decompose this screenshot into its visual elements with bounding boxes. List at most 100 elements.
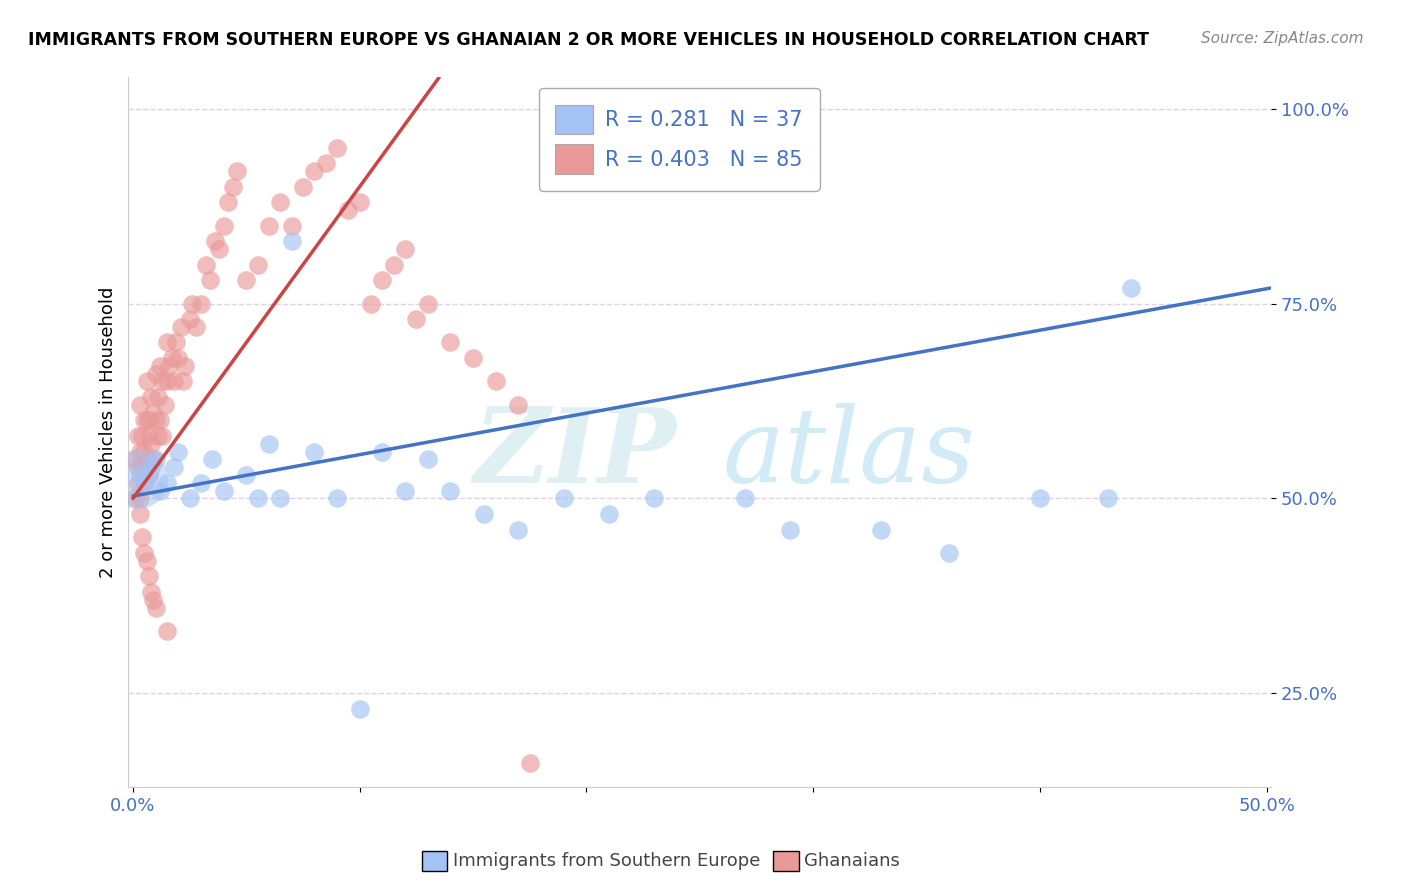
Point <box>349 702 371 716</box>
Point <box>870 523 893 537</box>
Point <box>508 523 530 537</box>
Point <box>179 312 201 326</box>
Point <box>167 444 190 458</box>
Point <box>208 242 231 256</box>
Point <box>163 375 186 389</box>
Point <box>405 312 427 326</box>
Point <box>127 475 149 490</box>
Point <box>134 475 156 490</box>
Point <box>779 523 801 537</box>
Point <box>138 569 160 583</box>
Point <box>156 375 179 389</box>
Point <box>131 429 153 443</box>
Point <box>152 375 174 389</box>
Point <box>153 398 176 412</box>
Point <box>160 351 183 365</box>
Legend: R = 0.281   N = 37, R = 0.403   N = 85: R = 0.281 N = 37, R = 0.403 N = 85 <box>538 87 820 191</box>
Point <box>734 491 756 506</box>
Point <box>416 452 439 467</box>
Point <box>139 460 162 475</box>
Point <box>519 756 541 771</box>
Point <box>416 296 439 310</box>
Point <box>172 375 194 389</box>
Point <box>127 472 149 486</box>
Point <box>134 546 156 560</box>
Point <box>257 219 280 233</box>
Point <box>142 452 165 467</box>
Point <box>138 468 160 483</box>
Point <box>128 444 150 458</box>
Point <box>226 164 249 178</box>
Point <box>246 258 269 272</box>
Point <box>204 234 226 248</box>
Point <box>439 483 461 498</box>
Point <box>127 460 149 475</box>
Point <box>157 359 180 373</box>
Point <box>598 507 620 521</box>
Point <box>128 398 150 412</box>
Point <box>485 375 508 389</box>
Point <box>149 413 172 427</box>
Point <box>1119 281 1142 295</box>
Point <box>326 140 349 154</box>
Point <box>163 460 186 475</box>
Point <box>145 600 167 615</box>
Point <box>246 491 269 506</box>
Point <box>124 452 146 467</box>
Point <box>127 429 149 443</box>
Point <box>138 413 160 427</box>
Text: Ghanaians: Ghanaians <box>804 852 900 870</box>
Point <box>938 546 960 560</box>
Point <box>201 452 224 467</box>
Point <box>304 164 326 178</box>
Point <box>142 592 165 607</box>
Point <box>337 202 360 217</box>
Point <box>142 406 165 420</box>
Point <box>131 460 153 475</box>
Point <box>146 390 169 404</box>
Point <box>128 468 150 483</box>
Point <box>169 319 191 334</box>
Point <box>145 413 167 427</box>
Point <box>1029 491 1052 506</box>
Point <box>553 491 575 506</box>
Point <box>156 335 179 350</box>
Point <box>138 429 160 443</box>
Point <box>149 483 172 498</box>
Point <box>145 452 167 467</box>
Point <box>135 452 157 467</box>
Point <box>280 234 302 248</box>
Point <box>371 444 394 458</box>
Point <box>292 179 315 194</box>
Point <box>269 195 291 210</box>
Point <box>156 475 179 490</box>
Point <box>139 437 162 451</box>
Point <box>461 351 484 365</box>
Point <box>156 624 179 638</box>
Point <box>394 242 416 256</box>
Point <box>315 156 337 170</box>
Point <box>212 483 235 498</box>
Point <box>135 413 157 427</box>
Point <box>165 335 187 350</box>
Point <box>508 398 530 412</box>
Text: IMMIGRANTS FROM SOUTHERN EUROPE VS GHANAIAN 2 OR MORE VEHICLES IN HOUSEHOLD CORR: IMMIGRANTS FROM SOUTHERN EUROPE VS GHANA… <box>28 31 1149 49</box>
Point <box>179 491 201 506</box>
Text: Immigrants from Southern Europe: Immigrants from Southern Europe <box>453 852 761 870</box>
Point <box>394 483 416 498</box>
Point <box>149 359 172 373</box>
Point <box>134 444 156 458</box>
Point <box>382 258 405 272</box>
Text: Source: ZipAtlas.com: Source: ZipAtlas.com <box>1201 31 1364 46</box>
Point <box>138 468 160 483</box>
Point <box>643 491 665 506</box>
Point <box>134 413 156 427</box>
Point <box>360 296 382 310</box>
Point <box>139 390 162 404</box>
Point <box>194 258 217 272</box>
Point <box>235 273 257 287</box>
Point <box>134 475 156 490</box>
Point <box>135 375 157 389</box>
Point <box>198 273 221 287</box>
Point <box>371 273 394 287</box>
